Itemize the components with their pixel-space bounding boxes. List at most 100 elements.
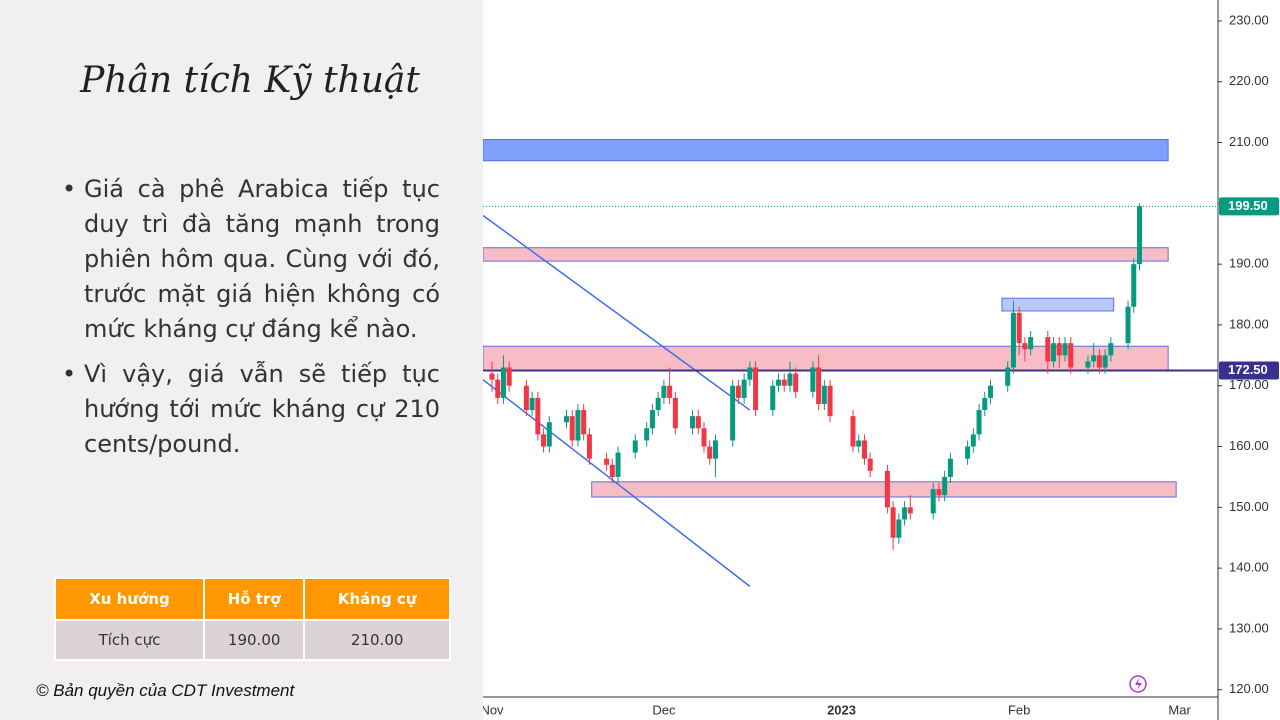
- candle-body: [1010, 312, 1016, 368]
- price-tag: [1219, 361, 1279, 380]
- candle-body: [793, 373, 799, 392]
- x-tick-label: Mar: [1168, 702, 1191, 717]
- candle-body: [947, 458, 953, 477]
- price-tag: [1219, 197, 1279, 216]
- candle-body: [884, 470, 890, 508]
- candle-body: [1028, 337, 1034, 350]
- candle-body: [609, 464, 615, 477]
- x-tick-label: 2023: [827, 702, 856, 717]
- x-tick-label: Dec: [652, 702, 676, 717]
- candle-body: [907, 507, 913, 514]
- candle-body: [787, 373, 793, 386]
- candle-body: [776, 379, 782, 386]
- candle-body: [563, 416, 569, 423]
- candle-body: [489, 373, 495, 380]
- candle-body: [970, 434, 976, 447]
- alert-icon[interactable]: [1129, 675, 1147, 693]
- candle-body: [856, 440, 862, 447]
- candle-body: [707, 446, 713, 459]
- candle-body: [695, 416, 701, 429]
- candle-body: [902, 507, 908, 520]
- y-tick-label: 150.00: [1229, 499, 1269, 514]
- candle-body: [575, 410, 581, 441]
- candle-body: [896, 519, 902, 538]
- candle-body: [936, 489, 942, 496]
- zone: [483, 247, 1169, 262]
- y-tick-label: 160.00: [1229, 438, 1269, 453]
- candle-body: [541, 434, 547, 447]
- candle-body: [586, 434, 592, 459]
- candle-body: [546, 422, 552, 447]
- cell: Tích cực: [54, 619, 205, 661]
- candle-body: [1005, 367, 1011, 386]
- candle-body: [1131, 264, 1137, 307]
- candle-body: [1102, 355, 1108, 368]
- candle-body: [1108, 343, 1114, 356]
- zone: [591, 481, 1177, 498]
- price-tag-label: 199.50: [1228, 198, 1268, 213]
- candle-body: [747, 367, 753, 380]
- candle-body: [890, 507, 896, 538]
- candle-body: [506, 367, 512, 386]
- candle-body: [1045, 337, 1051, 362]
- y-tick-label: 140.00: [1229, 560, 1269, 575]
- header-cell: Kháng cự: [303, 577, 451, 621]
- y-tick-label: 230.00: [1229, 12, 1269, 27]
- text-panel: Phân tích Kỹ thuật Giá cà phê Arabica ti…: [0, 0, 483, 720]
- y-tick-label: 220.00: [1229, 73, 1269, 88]
- zone: [1001, 297, 1115, 312]
- y-tick-label: 210.00: [1229, 134, 1269, 149]
- candle-body: [965, 446, 971, 459]
- candle-body: [1016, 312, 1022, 344]
- candle-body: [976, 410, 982, 435]
- zone: [483, 139, 1169, 162]
- trendline: [483, 379, 751, 587]
- cell: 210.00: [303, 619, 451, 661]
- slide-title: Phân tích Kỹ thuật: [80, 60, 420, 101]
- candle-body: [1051, 343, 1057, 362]
- candle-body: [816, 367, 822, 404]
- candle-body: [667, 385, 673, 398]
- candle-body: [810, 367, 816, 392]
- bullets: Giá cà phê Arabica tiếp tục duy trì đà t…: [60, 172, 440, 472]
- candle-body: [1022, 343, 1028, 350]
- candle-body: [655, 397, 661, 411]
- candle-body: [1125, 306, 1131, 344]
- candle-body: [615, 452, 621, 477]
- candle-body: [988, 385, 994, 398]
- candle-body: [821, 385, 827, 404]
- candle-body: [850, 416, 856, 447]
- candle-body: [529, 397, 535, 411]
- candle-body: [942, 476, 948, 496]
- y-tick-label: 120.00: [1229, 681, 1269, 696]
- candle-body: [569, 416, 575, 441]
- header-cell: Xu hướng: [54, 577, 205, 621]
- candle-body: [535, 397, 541, 435]
- candle-body: [1056, 343, 1062, 356]
- y-tick-label: 130.00: [1229, 620, 1269, 635]
- candle-body: [712, 440, 718, 459]
- candle-body: [1091, 355, 1097, 362]
- candle-body: [632, 440, 638, 453]
- summary-table: Xu hướng Hỗ trợ Kháng cự Tích cực 190.00…: [54, 577, 451, 661]
- bullet: Vì vậy, giá vẫn sẽ tiếp tục hướng tới mứ…: [60, 357, 440, 462]
- candle-body: [861, 440, 867, 459]
- candle-body: [982, 397, 988, 411]
- candle-body: [644, 428, 650, 441]
- candle-body: [1136, 206, 1142, 265]
- candle-body: [649, 410, 655, 429]
- x-tick-label: Feb: [1008, 702, 1030, 717]
- price-tag-label: 172.50: [1228, 362, 1268, 377]
- candle-body: [930, 489, 936, 514]
- y-tick-label: 180.00: [1229, 316, 1269, 331]
- candle-body: [1062, 343, 1068, 356]
- candle-body: [495, 379, 501, 398]
- x-tick-label: Nov: [483, 702, 504, 717]
- candle-body: [523, 385, 529, 411]
- candle-body: [500, 367, 506, 398]
- candle-body: [735, 385, 741, 398]
- candle-body: [753, 367, 759, 411]
- candle-body: [604, 458, 610, 465]
- header-cell: Hỗ trợ: [202, 577, 306, 621]
